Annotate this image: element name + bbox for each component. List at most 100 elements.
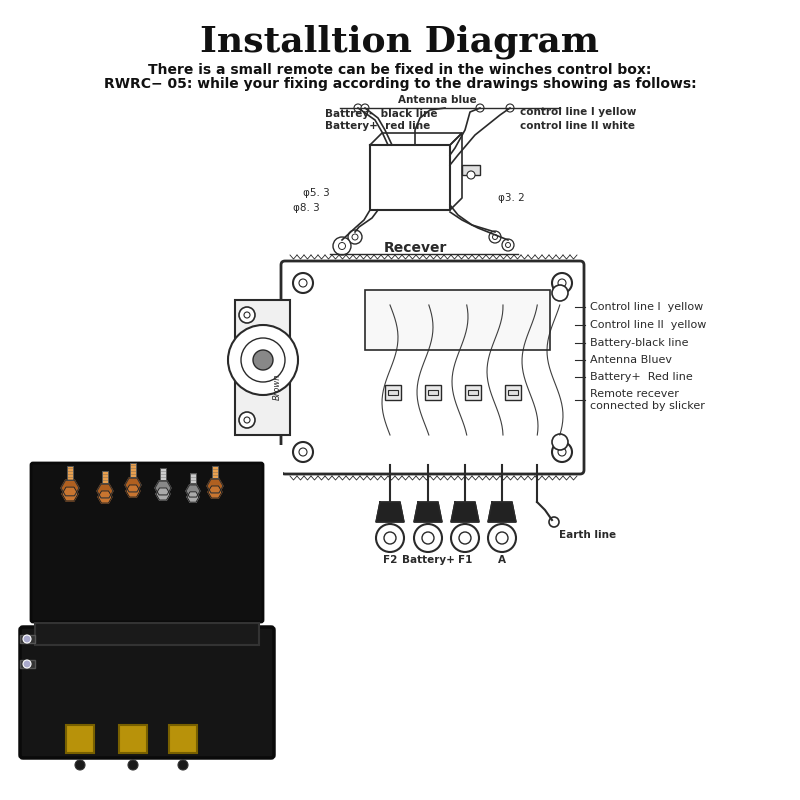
Circle shape	[352, 234, 358, 240]
Polygon shape	[156, 488, 170, 500]
Circle shape	[384, 532, 396, 544]
FancyBboxPatch shape	[281, 261, 584, 474]
Bar	[428, 390, 438, 395]
Circle shape	[496, 532, 508, 544]
Text: There is a small remote can be fixed in the winches control box:: There is a small remote can be fixed in …	[148, 63, 652, 77]
Polygon shape	[125, 478, 141, 492]
FancyBboxPatch shape	[20, 627, 274, 758]
Text: Earth line: Earth line	[559, 530, 616, 540]
Circle shape	[354, 104, 362, 112]
Polygon shape	[98, 491, 112, 503]
Circle shape	[558, 448, 566, 456]
Text: Installtion Diagram: Installtion Diagram	[201, 25, 599, 59]
Text: F2: F2	[383, 555, 397, 565]
Polygon shape	[208, 486, 222, 498]
Bar	[190, 473, 196, 483]
Bar	[160, 468, 166, 480]
Circle shape	[228, 325, 298, 395]
Text: Battery-black line: Battery-black line	[590, 338, 689, 348]
Text: φ8. 3: φ8. 3	[294, 203, 320, 213]
Text: Battery+  Red line: Battery+ Red line	[590, 372, 693, 382]
Text: control line I yellow: control line I yellow	[520, 107, 636, 117]
Bar	[20, 660, 35, 668]
FancyBboxPatch shape	[31, 463, 263, 622]
Circle shape	[178, 760, 188, 770]
Circle shape	[333, 237, 351, 255]
Circle shape	[493, 234, 498, 239]
Circle shape	[549, 517, 559, 527]
Circle shape	[299, 448, 307, 456]
Bar	[15, 445, 283, 775]
Text: F1: F1	[458, 555, 472, 565]
Text: Battrey-  black line: Battrey- black line	[325, 109, 438, 119]
Bar	[66, 725, 94, 753]
FancyBboxPatch shape	[235, 300, 290, 435]
Bar	[425, 385, 441, 400]
Polygon shape	[97, 484, 113, 498]
Bar	[388, 390, 398, 395]
Bar	[385, 385, 401, 400]
Text: φ3. 2: φ3. 2	[498, 193, 525, 203]
Bar	[465, 385, 481, 400]
Circle shape	[506, 104, 514, 112]
Text: Recever: Recever	[383, 241, 446, 255]
Circle shape	[348, 230, 362, 244]
Circle shape	[23, 660, 31, 668]
Bar	[505, 385, 521, 400]
Circle shape	[241, 338, 285, 382]
Circle shape	[239, 307, 255, 323]
Circle shape	[489, 231, 501, 243]
Circle shape	[506, 242, 510, 247]
Circle shape	[459, 532, 471, 544]
Text: Control line ll  yellow: Control line ll yellow	[590, 320, 706, 330]
Text: Antenna blue: Antenna blue	[398, 95, 476, 105]
Bar	[468, 390, 478, 395]
Circle shape	[476, 104, 484, 112]
Text: A: A	[498, 555, 506, 565]
Circle shape	[552, 273, 572, 293]
Circle shape	[414, 524, 442, 552]
Circle shape	[552, 434, 568, 450]
Circle shape	[338, 242, 346, 250]
Circle shape	[293, 273, 313, 293]
Circle shape	[451, 524, 479, 552]
Bar	[169, 725, 197, 753]
Circle shape	[253, 350, 273, 370]
Circle shape	[293, 442, 313, 462]
Circle shape	[502, 239, 514, 251]
Bar	[20, 635, 35, 643]
Bar	[119, 725, 147, 753]
Circle shape	[23, 635, 31, 643]
Polygon shape	[488, 502, 516, 522]
Text: Remote recever
connected by slicker: Remote recever connected by slicker	[590, 389, 705, 411]
Circle shape	[552, 285, 568, 301]
Text: φ5. 3: φ5. 3	[303, 188, 330, 198]
Circle shape	[467, 171, 475, 179]
Bar	[508, 390, 518, 395]
Polygon shape	[187, 492, 199, 502]
Circle shape	[244, 417, 250, 423]
Polygon shape	[155, 481, 171, 495]
Bar	[102, 471, 108, 483]
Polygon shape	[126, 485, 140, 497]
Circle shape	[239, 412, 255, 428]
Text: Control line l  yellow: Control line l yellow	[590, 302, 703, 312]
Bar	[35, 623, 259, 645]
Text: control line II white: control line II white	[520, 121, 635, 131]
Text: Battery+: Battery+	[402, 555, 454, 565]
Circle shape	[244, 312, 250, 318]
Polygon shape	[451, 502, 479, 522]
Bar	[212, 466, 218, 478]
Polygon shape	[207, 479, 223, 493]
Circle shape	[488, 524, 516, 552]
Circle shape	[558, 279, 566, 287]
Circle shape	[376, 524, 404, 552]
Bar	[130, 463, 136, 477]
Bar	[462, 165, 480, 175]
Circle shape	[299, 279, 307, 287]
Text: Brown: Brown	[273, 374, 282, 400]
Polygon shape	[414, 502, 442, 522]
Text: Battery+  red line: Battery+ red line	[325, 121, 430, 131]
Circle shape	[422, 532, 434, 544]
Circle shape	[128, 760, 138, 770]
